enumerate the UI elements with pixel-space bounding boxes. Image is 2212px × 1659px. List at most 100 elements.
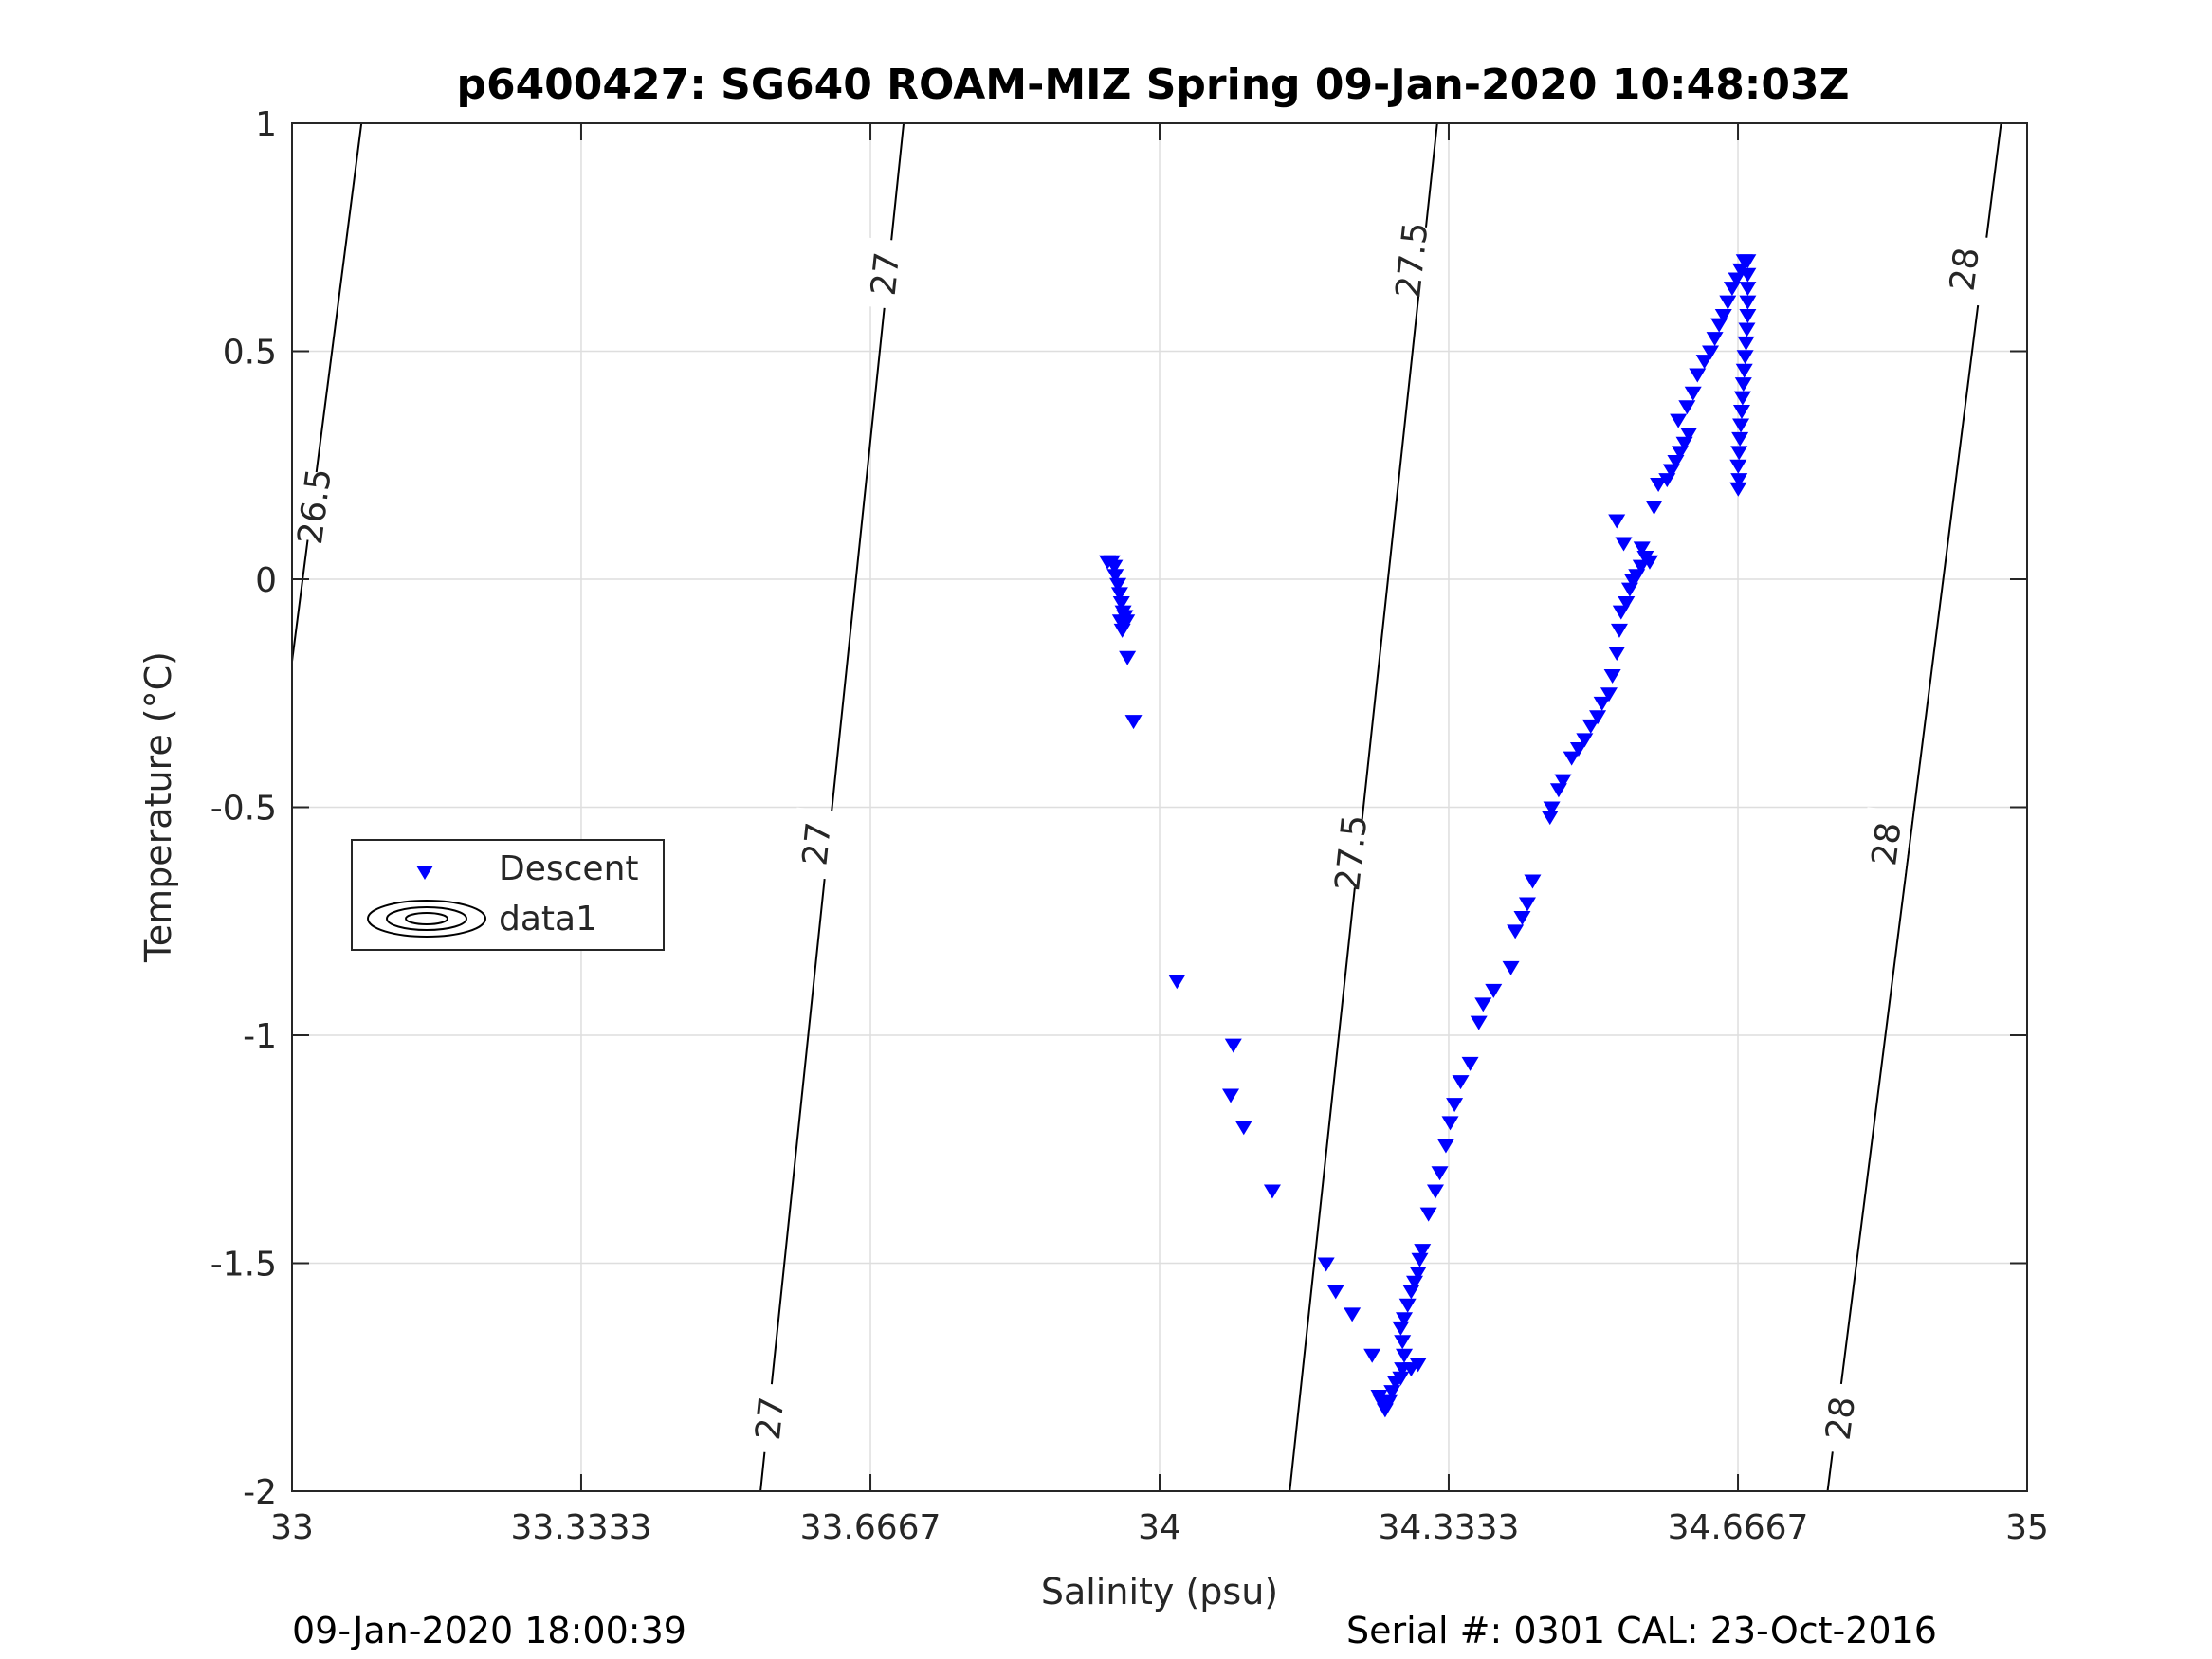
isopycnal-line [759, 122, 905, 1492]
x-tick-label: 33.3333 [511, 1508, 652, 1547]
isopycnal-label-bg [858, 237, 911, 311]
isopycnal-label: 27 [865, 250, 908, 298]
x-tick-label: 34 [1138, 1508, 1181, 1547]
descent-point [1363, 1348, 1381, 1363]
descent-point [1714, 309, 1732, 324]
y-tick-label: 0 [255, 561, 277, 600]
y-tick-label: 1 [255, 105, 277, 144]
descent-point [1737, 336, 1755, 351]
x-tick-label: 33 [270, 1508, 314, 1547]
x-tick-label: 34.6667 [1668, 1508, 1809, 1547]
descent-point [1739, 309, 1757, 324]
plot-timestamp: 09-Jan-2020 18:00:39 [292, 1610, 686, 1651]
descent-point [1695, 355, 1713, 370]
y-axis-label: Temperature (°C) [137, 651, 179, 963]
descent-point [1732, 405, 1750, 420]
y-tick-label: -1.5 [210, 1246, 277, 1285]
isopycnal-label: 26.5 [291, 466, 339, 547]
descent-point [1222, 1088, 1240, 1103]
descent-point [1470, 1015, 1488, 1030]
descent-point [1124, 715, 1143, 730]
descent-point [1733, 391, 1751, 406]
legend-contour-marker [367, 900, 486, 938]
isopycnal-label: 27.5 [1389, 220, 1435, 300]
descent-point [1113, 623, 1131, 638]
descent-point [1739, 267, 1757, 283]
isopycnal-line [1289, 122, 1438, 1492]
descent-point [1106, 559, 1124, 574]
descent-point [1485, 983, 1503, 998]
y-tick-label: -2 [243, 1473, 277, 1512]
descent-point [1563, 751, 1581, 766]
descent-point [1581, 719, 1600, 734]
isopycnal-label: 28 [1819, 1395, 1863, 1443]
descent-point [1736, 350, 1754, 365]
y-tick-label: -1 [243, 1017, 277, 1056]
descent-point [1680, 428, 1698, 443]
isopycnal-label: 28 [1943, 246, 1986, 294]
descent-point [1431, 1166, 1449, 1181]
descent-point [1380, 1394, 1398, 1409]
legend-box [351, 839, 665, 951]
descent-point [1730, 473, 1748, 488]
descent-point [1474, 997, 1492, 1012]
isopycnal-label-bg [1384, 223, 1438, 297]
descent-point [1409, 1267, 1427, 1282]
descent-point [1326, 1285, 1344, 1300]
serial-calibration: Serial #: 0301 CAL: 23-Oct-2016 [1346, 1610, 1937, 1651]
isopycnal-line [291, 122, 363, 662]
descent-point [1402, 1285, 1420, 1300]
descent-point [1452, 1075, 1470, 1090]
descent-point [1689, 368, 1707, 383]
descent-point [1702, 345, 1720, 360]
descent-point [1608, 514, 1626, 529]
density-contours: 26.5 27 27 27 27.5 27.5 28 28 28 [286, 122, 2002, 1492]
descent-point [1446, 1098, 1464, 1113]
y-tick-label: -0.5 [210, 790, 277, 829]
descent-point [1633, 541, 1651, 556]
descent-point [1554, 774, 1572, 789]
descent-point [1719, 295, 1737, 310]
descent-point [1396, 1312, 1414, 1327]
descent-point [1543, 801, 1561, 816]
grid [292, 123, 2027, 1491]
legend-descent-label: Descent [499, 849, 639, 888]
descent-point [1112, 596, 1130, 611]
descent-point [1411, 1252, 1429, 1267]
descent-point [1502, 960, 1520, 975]
descent-point [1524, 874, 1542, 889]
descent-point [1344, 1307, 1362, 1322]
descent-point [1615, 537, 1633, 552]
isopycnal-label: 28 [1865, 820, 1909, 868]
descent-point [1317, 1257, 1335, 1272]
descent-point [1730, 446, 1748, 461]
descent-point [1110, 587, 1128, 602]
descent-point [1394, 1335, 1412, 1350]
descent-point [1731, 431, 1749, 447]
legend: Descent data1 [351, 839, 665, 951]
isopycnal-label-bg [790, 807, 843, 881]
descent-point [1118, 614, 1136, 629]
descent-point [1593, 696, 1611, 711]
descent-point [1263, 1184, 1281, 1199]
descent-points [1099, 254, 1757, 1418]
descent-point [1234, 1121, 1252, 1136]
isopycnal-label-bg [1813, 1381, 1867, 1455]
isopycnal-label: 27.5 [1328, 813, 1375, 893]
descent-point [1738, 322, 1756, 337]
x-tick-label: 35 [2005, 1508, 2049, 1547]
descent-point [1608, 646, 1626, 661]
descent-point [1589, 710, 1607, 725]
descent-point [1600, 687, 1618, 702]
descent-point [1414, 1244, 1432, 1259]
descent-point [1106, 569, 1124, 584]
isopycnal-label: 27 [749, 1395, 793, 1442]
descent-point [1513, 910, 1531, 925]
chart-title: p6400427: SG640 ROAM-MIZ Spring 09-Jan-2… [456, 61, 1849, 109]
legend-descent-marker [416, 866, 433, 880]
descent-point [1576, 733, 1594, 748]
isopycnal-label-bg [1936, 232, 1991, 306]
descent-point [1650, 477, 1668, 492]
descent-point [1734, 377, 1752, 392]
descent-point [1739, 295, 1757, 310]
